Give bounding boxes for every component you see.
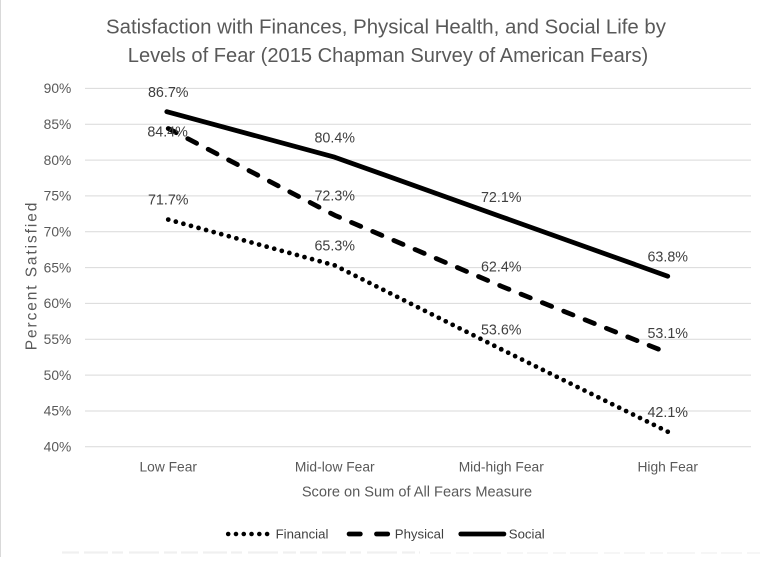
svg-text:70%: 70% <box>44 225 72 240</box>
svg-text:45%: 45% <box>44 404 72 419</box>
svg-text:84.4%: 84.4% <box>147 125 188 141</box>
svg-text:63.8%: 63.8% <box>647 249 688 265</box>
svg-text:Physical: Physical <box>395 527 444 542</box>
svg-text:53.6%: 53.6% <box>481 322 522 338</box>
svg-text:71.7%: 71.7% <box>148 193 189 209</box>
svg-text:53.1%: 53.1% <box>647 326 688 342</box>
svg-text:55%: 55% <box>44 332 72 347</box>
svg-text:Low Fear: Low Fear <box>139 460 197 475</box>
svg-text:High Fear: High Fear <box>637 460 698 475</box>
svg-text:85%: 85% <box>44 117 72 132</box>
svg-text:Score on Sum of All Fears Meas: Score on Sum of All Fears Measure <box>302 485 532 501</box>
svg-text:60%: 60% <box>44 296 72 311</box>
svg-text:75%: 75% <box>44 189 72 204</box>
svg-text:65.3%: 65.3% <box>314 239 355 255</box>
svg-text:80.4%: 80.4% <box>314 130 355 146</box>
svg-text:Percent Satisfied: Percent Satisfied <box>23 201 40 350</box>
svg-text:Financial: Financial <box>276 527 329 542</box>
svg-text:40%: 40% <box>44 440 72 455</box>
svg-text:62.4%: 62.4% <box>481 259 522 275</box>
svg-text:86.7%: 86.7% <box>148 85 189 101</box>
svg-text:80%: 80% <box>44 153 72 168</box>
svg-text:42.1%: 42.1% <box>647 405 688 421</box>
svg-text:Satisfaction with Finances, Ph: Satisfaction with Finances, Physical Hea… <box>106 17 667 39</box>
svg-text:72.3%: 72.3% <box>314 188 355 204</box>
svg-text:65%: 65% <box>44 260 72 275</box>
svg-text:Mid-low Fear: Mid-low Fear <box>295 460 375 475</box>
svg-text:72.1%: 72.1% <box>481 190 522 206</box>
svg-text:90%: 90% <box>44 81 72 96</box>
svg-text:Social: Social <box>509 527 545 542</box>
svg-text:Mid-high Fear: Mid-high Fear <box>459 460 545 475</box>
svg-text:Levels of Fear (2015 Chapman S: Levels of Fear (2015 Chapman Survey of A… <box>128 45 648 67</box>
svg-text:50%: 50% <box>44 368 72 383</box>
